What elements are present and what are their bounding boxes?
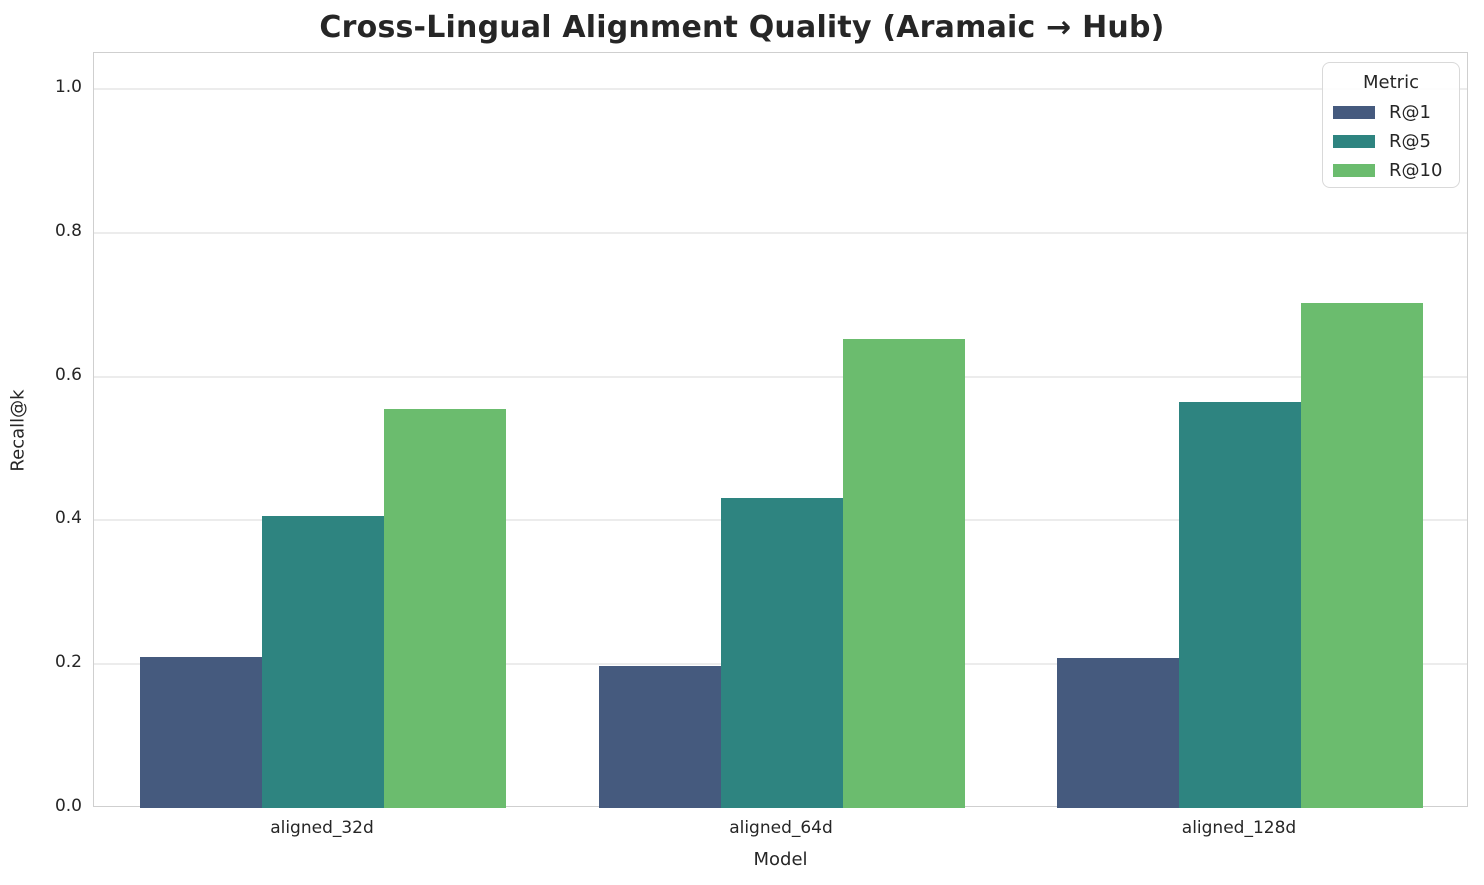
- legend-items: R@1 R@5 R@10: [1323, 98, 1459, 185]
- legend-item-label-R@10: R@10: [1389, 160, 1443, 181]
- x-axis-title: Model: [753, 849, 808, 870]
- legend-swatch-R@1: [1333, 106, 1375, 119]
- bar-aligned_64d-R@1: [599, 666, 721, 808]
- gridline-y-0.8: [94, 231, 1467, 234]
- bar-aligned_128d-R@10: [1301, 303, 1423, 808]
- bar-aligned_32d-R@1: [140, 657, 262, 808]
- x-tick-label-aligned_64d: aligned_64d: [729, 818, 833, 838]
- legend-swatch-R@10: [1333, 164, 1375, 177]
- y-tick-label-0.6: 0.6: [54, 365, 82, 385]
- y-tick-label-0.2: 0.2: [54, 652, 82, 672]
- y-tick-label-0.4: 0.4: [54, 508, 82, 528]
- gridline-y-1: [94, 87, 1467, 90]
- y-axis-title: Recall@k: [7, 389, 29, 472]
- legend-item-label-R@1: R@1: [1389, 102, 1431, 123]
- bar-aligned_32d-R@5: [262, 516, 384, 808]
- y-tick-label-0.8: 0.8: [54, 221, 82, 241]
- bar-aligned_64d-R@10: [843, 339, 965, 808]
- legend: Metric R@1 R@5 R@10: [1322, 62, 1460, 188]
- legend-title: Metric: [1363, 72, 1419, 93]
- bar-aligned_32d-R@10: [384, 409, 506, 808]
- gridline-y-0.6: [94, 375, 1467, 378]
- bar-aligned_128d-R@1: [1057, 658, 1179, 808]
- legend-swatch-R@5: [1333, 135, 1375, 148]
- bar-aligned_64d-R@5: [721, 498, 843, 808]
- chart-title: Cross-Lingual Alignment Quality (Aramaic…: [319, 10, 1165, 45]
- legend-item-label-R@5: R@5: [1389, 131, 1431, 152]
- legend-item-R@10: R@10: [1323, 156, 1459, 185]
- plot-area: [93, 52, 1468, 808]
- y-tick-label-0.0: 0.0: [54, 796, 82, 816]
- y-tick-label-1.0: 1.0: [54, 77, 82, 97]
- x-tick-label-aligned_32d: aligned_32d: [270, 818, 374, 838]
- legend-item-R@5: R@5: [1323, 127, 1459, 156]
- bar-aligned_128d-R@5: [1179, 402, 1301, 808]
- x-tick-label-aligned_128d: aligned_128d: [1181, 818, 1297, 838]
- legend-item-R@1: R@1: [1323, 98, 1459, 127]
